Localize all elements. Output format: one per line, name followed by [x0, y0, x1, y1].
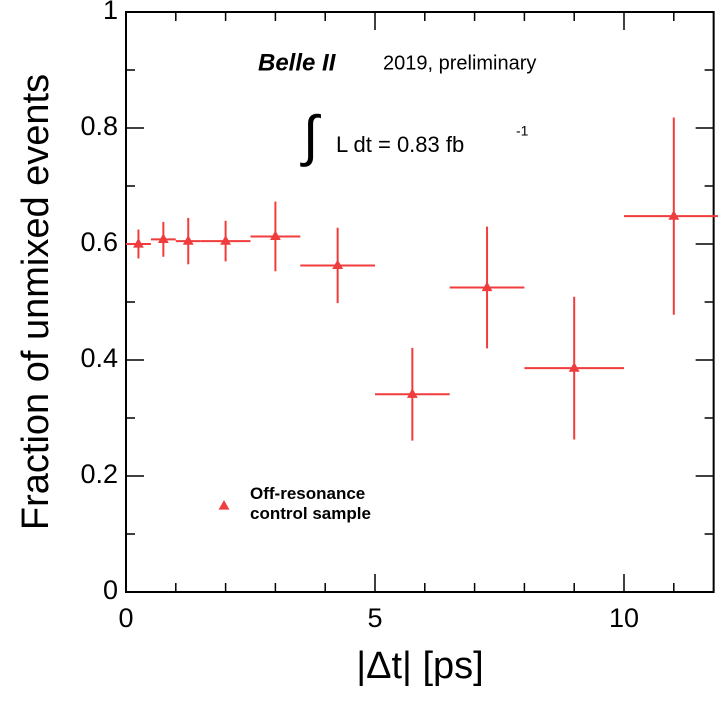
- data-point: [133, 238, 144, 248]
- data-point: [157, 233, 169, 243]
- y-tick-label: 0.4: [80, 343, 118, 373]
- data-point: [270, 230, 281, 241]
- luminosity-label: L dt = 0.83 fb: [336, 132, 464, 157]
- data-point: [220, 235, 231, 245]
- y-tick-label: 0.6: [80, 227, 118, 257]
- data-point: [332, 259, 344, 270]
- data-point: [406, 388, 418, 398]
- y-tick-label: 0: [103, 575, 118, 605]
- data-point: [568, 362, 580, 372]
- x-axis-title: |Δt| [ps]: [356, 645, 484, 687]
- x-tick-label: 10: [609, 603, 639, 633]
- x-tick-label: 5: [367, 603, 382, 633]
- y-axis-title: Fraction of unmixed events: [15, 74, 57, 530]
- legend-label-box: Off-resonance control sample: [250, 484, 371, 523]
- legend-label: Off-resonance control sample: [250, 484, 371, 523]
- x-tick-label: 0: [118, 603, 133, 633]
- legend-marker: [218, 500, 230, 510]
- y-tick-label: 1: [103, 0, 118, 25]
- y-tick-label: 0.8: [80, 111, 118, 141]
- integral-sign: ∫: [300, 104, 321, 167]
- data-point: [668, 210, 680, 220]
- data-point: [182, 235, 194, 245]
- status-label: 2019, preliminary: [383, 52, 536, 74]
- data-point: [481, 281, 493, 292]
- experiment-label: Belle II: [258, 49, 337, 76]
- y-tick-label: 0.2: [80, 459, 118, 489]
- luminosity-exponent: -1: [516, 123, 529, 139]
